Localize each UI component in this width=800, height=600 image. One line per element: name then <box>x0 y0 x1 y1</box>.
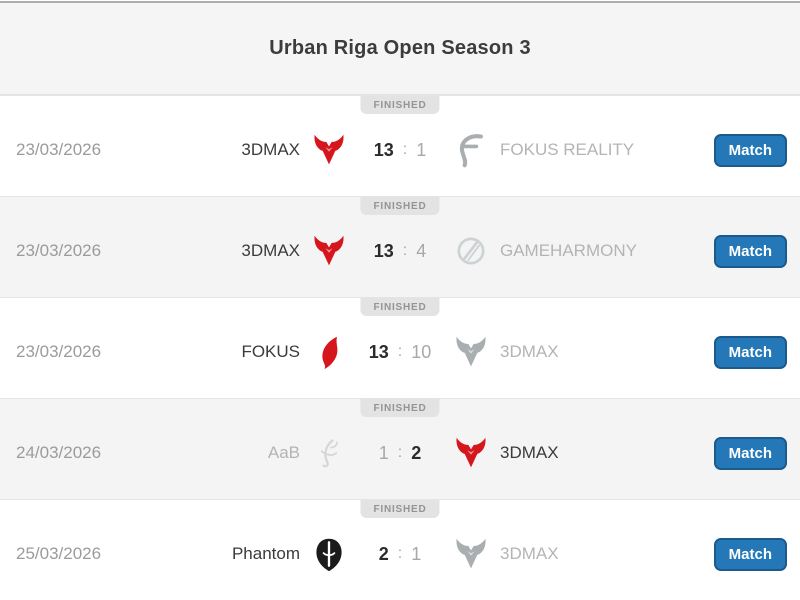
match-button-zone: Match <box>650 537 800 571</box>
team2-score: 1 <box>411 543 422 564</box>
team1-name: 3DMAX <box>241 140 300 159</box>
match-row: FINISHED 24/03/2026 AaB 1 : 2 3DMAX Matc… <box>0 398 800 499</box>
match-button[interactable]: Match <box>713 335 787 369</box>
tournament-title: Urban Riga Open Season 3 <box>269 37 531 59</box>
match-row-content: 23/03/2026 3DMAX 13 : 4 GAMEHARMONY Matc… <box>0 232 800 270</box>
score-separator: : <box>397 444 403 461</box>
phantom-helmet-logo-icon <box>310 535 348 573</box>
score-separator: : <box>402 141 408 158</box>
team2-score: 4 <box>416 240 427 261</box>
match-date: 23/03/2026 <box>16 140 102 159</box>
team1-score: 13 <box>373 139 394 160</box>
match-button-zone: Match <box>650 234 800 268</box>
tournament-header: Urban Riga Open Season 3 <box>0 3 800 95</box>
status-badge: FINISHED <box>360 197 440 215</box>
fokus-reality-logo-icon <box>452 131 490 169</box>
aab-logo-icon <box>310 434 348 472</box>
team1-name: FOKUS <box>241 342 300 361</box>
team2-name: 3DMAX <box>500 342 559 361</box>
match-date: 24/03/2026 <box>16 443 102 462</box>
match-date: 25/03/2026 <box>16 544 102 563</box>
team2-name: GAMEHARMONY <box>500 241 637 260</box>
match-center: FOKUS 13 : 10 3DMAX <box>150 333 650 371</box>
match-score: 2 : 1 <box>358 544 442 565</box>
match-row: FINISHED 23/03/2026 FOKUS 13 : 10 3DMAX … <box>0 297 800 398</box>
match-row-content: 23/03/2026 FOKUS 13 : 10 3DMAX Match <box>0 333 800 371</box>
match-center: 3DMAX 13 : 1 FOKUS REALITY <box>150 131 650 169</box>
top-divider <box>0 0 800 3</box>
match-button[interactable]: Match <box>713 234 787 268</box>
3dmax-devil-logo-icon <box>452 333 490 371</box>
team1-name: Phantom <box>231 544 300 563</box>
score-separator: : <box>397 343 403 360</box>
match-button-zone: Match <box>650 335 800 369</box>
match-row: FINISHED 23/03/2026 3DMAX 13 : 1 FOKUS R… <box>0 95 800 196</box>
match-button-zone: Match <box>650 436 800 470</box>
3dmax-devil-logo-icon <box>310 131 348 169</box>
match-row-content: 25/03/2026 Phantom 2 : 1 3DMAX Match <box>0 535 800 573</box>
match-button[interactable]: Match <box>713 436 787 470</box>
match-score: 1 : 2 <box>358 443 442 464</box>
match-center: Phantom 2 : 1 3DMAX <box>150 535 650 573</box>
match-button[interactable]: Match <box>713 537 787 571</box>
match-button[interactable]: Match <box>713 133 787 167</box>
team1-score: 13 <box>368 341 389 362</box>
score-separator: : <box>397 545 403 562</box>
team1-name: AaB <box>267 443 300 462</box>
match-center: AaB 1 : 2 3DMAX <box>150 434 650 472</box>
match-date: 23/03/2026 <box>16 342 102 361</box>
match-score: 13 : 4 <box>358 241 442 262</box>
score-separator: : <box>402 242 408 259</box>
match-date: 23/03/2026 <box>16 241 102 260</box>
team2-name: 3DMAX <box>500 544 559 563</box>
team2-score: 2 <box>411 442 422 463</box>
match-row-content: 24/03/2026 AaB 1 : 2 3DMAX Match <box>0 434 800 472</box>
match-score: 13 : 10 <box>358 342 442 363</box>
match-list: FINISHED 23/03/2026 3DMAX 13 : 1 FOKUS R… <box>0 95 800 600</box>
team1-score: 13 <box>373 240 394 261</box>
3dmax-devil-logo-icon <box>452 535 490 573</box>
match-score: 13 : 1 <box>358 140 442 161</box>
match-button-zone: Match <box>650 133 800 167</box>
match-center: 3DMAX 13 : 4 GAMEHARMONY <box>150 232 650 270</box>
match-row: FINISHED 23/03/2026 3DMAX 13 : 4 GAMEHAR… <box>0 196 800 297</box>
gameharmony-logo-icon <box>452 232 490 270</box>
status-badge: FINISHED <box>360 500 440 518</box>
match-row-content: 23/03/2026 3DMAX 13 : 1 FOKUS REALITY Ma… <box>0 131 800 169</box>
status-badge: FINISHED <box>360 298 440 316</box>
team2-score: 10 <box>411 341 432 362</box>
status-badge: FINISHED <box>360 96 440 114</box>
team2-score: 1 <box>416 139 427 160</box>
status-badge: FINISHED <box>360 399 440 417</box>
3dmax-devil-logo-icon <box>452 434 490 472</box>
3dmax-devil-logo-icon <box>310 232 348 270</box>
match-row: FINISHED 25/03/2026 Phantom 2 : 1 3DMAX … <box>0 499 800 600</box>
team1-score: 2 <box>378 543 389 564</box>
team2-name: 3DMAX <box>500 443 559 462</box>
team1-score: 1 <box>378 442 389 463</box>
team1-name: 3DMAX <box>241 241 300 260</box>
fokus-flame-logo-icon <box>310 333 348 371</box>
team2-name: FOKUS REALITY <box>500 140 635 159</box>
